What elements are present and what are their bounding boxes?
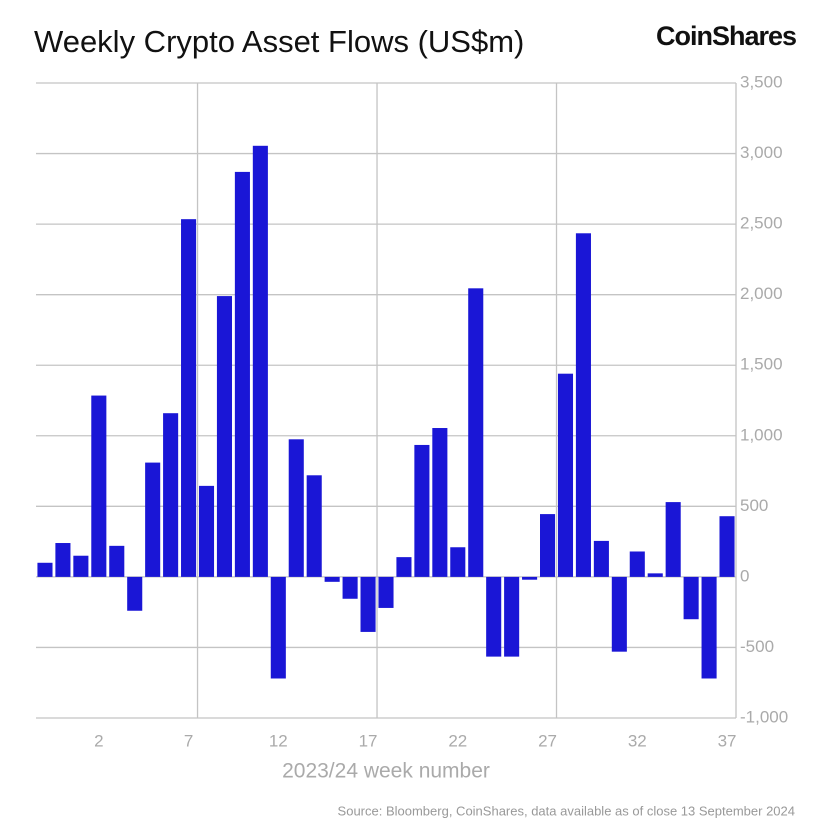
- y-tick-label: 3,000: [740, 143, 783, 162]
- bar: [252, 145, 268, 577]
- bar: [342, 576, 358, 599]
- bar: [360, 576, 376, 632]
- bar: [127, 576, 143, 611]
- bar: [324, 576, 340, 582]
- bar: [611, 576, 627, 652]
- bar: [109, 545, 125, 577]
- y-tick-label: 500: [740, 496, 768, 515]
- x-tick-label: 27: [538, 731, 557, 750]
- bar: [145, 462, 161, 577]
- bar: [198, 485, 215, 577]
- bar: [270, 576, 286, 679]
- bar: [396, 557, 412, 577]
- y-tick-label: 2,500: [740, 214, 783, 233]
- x-tick-label: 12: [269, 731, 288, 750]
- bar: [450, 547, 466, 577]
- x-tick-label: 17: [359, 731, 378, 750]
- bar: [37, 562, 53, 577]
- bar: [306, 475, 322, 577]
- bar: [540, 514, 556, 577]
- x-tick-label: 22: [448, 731, 467, 750]
- y-tick-label: 1,000: [740, 425, 783, 444]
- bar: [234, 171, 250, 577]
- bar: [629, 551, 645, 577]
- bar: [288, 439, 304, 577]
- y-tick-label: 0: [740, 566, 749, 585]
- bar: [719, 516, 735, 577]
- bar: [575, 233, 591, 577]
- y-tick-label: 1,500: [740, 355, 783, 374]
- y-tick-label: -1,000: [740, 707, 788, 726]
- bar: [73, 555, 89, 577]
- bar: [414, 444, 430, 577]
- bar: [665, 502, 681, 577]
- x-axis-label: 2023/24 week number: [282, 760, 490, 783]
- bar: [557, 373, 574, 577]
- bar: [683, 576, 699, 620]
- bar: [181, 219, 197, 577]
- bar: [701, 576, 717, 679]
- bar: [378, 576, 394, 608]
- y-tick-label: -500: [740, 637, 774, 656]
- bar: [432, 428, 448, 577]
- bar: [593, 540, 609, 577]
- bar: [468, 288, 484, 577]
- x-tick-label: 32: [628, 731, 647, 750]
- source-note: Source: Bloomberg, CoinShares, data avai…: [338, 803, 795, 818]
- bar: [522, 576, 538, 580]
- bar: [55, 543, 71, 577]
- bar: [216, 296, 232, 577]
- bar: [504, 576, 520, 657]
- x-tick-label: 37: [718, 731, 737, 750]
- chart-title: Weekly Crypto Asset Flows (US$m): [34, 24, 524, 59]
- bar: [486, 576, 502, 657]
- bar: [91, 395, 107, 577]
- y-tick-label: 2,000: [740, 284, 783, 303]
- y-tick-label: 3,500: [740, 72, 783, 91]
- bar: [647, 573, 663, 577]
- x-tick-label: 2: [94, 731, 103, 750]
- bar: [163, 413, 179, 577]
- x-tick-label: 7: [184, 731, 193, 750]
- brand-logo: CoinShares: [656, 21, 796, 51]
